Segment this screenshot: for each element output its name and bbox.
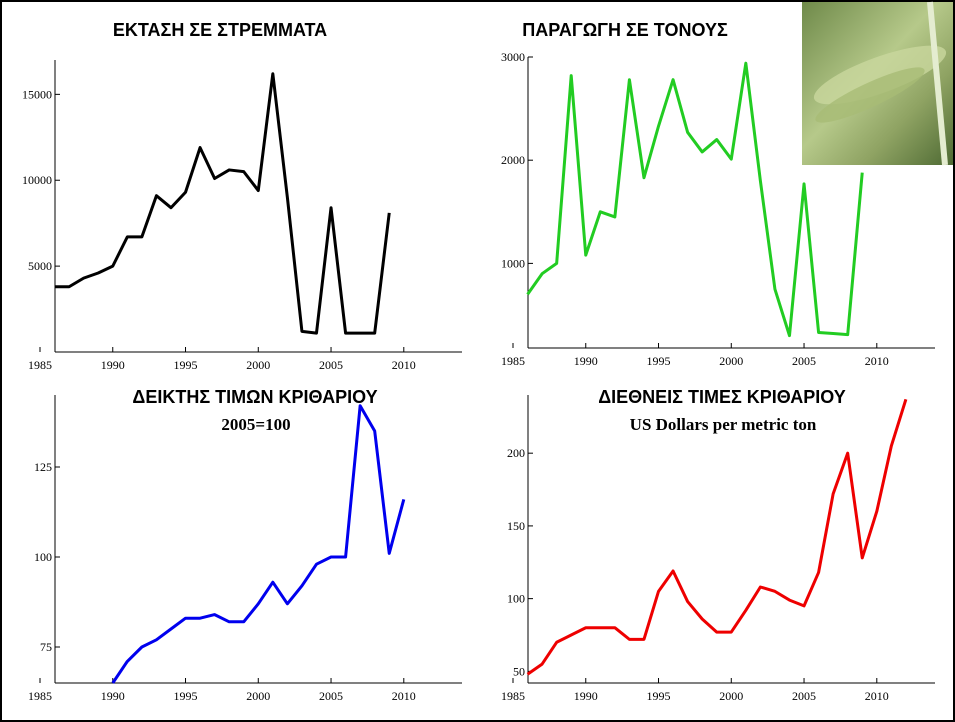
y-tick-label: 100	[34, 550, 52, 564]
y-tick-label: 50	[513, 664, 525, 678]
x-tick-label: 1985	[501, 354, 525, 368]
data-line	[526, 398, 908, 676]
y-tick-label: 10000	[22, 173, 52, 187]
x-tick-label: 1995	[647, 354, 671, 368]
x-tick-label: 2010	[392, 689, 416, 703]
data-line	[526, 61, 864, 338]
chart-title: ΕΚΤΑΣΗ ΣΕ ΣΤΡΕΜΜΑΤΑ	[113, 20, 327, 40]
y-tick-label: 150	[507, 519, 525, 533]
y-tick-label: 200	[507, 446, 525, 460]
y-tick-label: 75	[40, 640, 52, 654]
y-tick-label: 15000	[22, 87, 52, 101]
chart-title: ΠΑΡΑΓΩΓΗ ΣΕ ΤΟΝΟΥΣ	[522, 20, 728, 40]
y-tick-label: 3000	[501, 50, 525, 64]
x-tick-label: 2010	[392, 358, 416, 372]
x-tick-label: 2005	[792, 689, 816, 703]
x-tick-label: 1985	[28, 689, 52, 703]
x-tick-label: 2005	[319, 358, 343, 372]
x-tick-label: 2000	[246, 689, 270, 703]
x-tick-label: 2010	[865, 354, 889, 368]
x-tick-label: 2005	[792, 354, 816, 368]
x-tick-label: 1985	[501, 689, 525, 703]
y-tick-label: 5000	[28, 259, 52, 273]
chart-subtitle: US Dollars per metric ton	[630, 415, 817, 434]
x-tick-label: 2000	[719, 354, 743, 368]
data-line	[111, 404, 406, 684]
y-tick-label: 100	[507, 592, 525, 606]
chart-subtitle: 2005=100	[221, 415, 290, 434]
photo	[802, 1, 953, 166]
x-tick-label: 1990	[574, 689, 598, 703]
chart-title: ΔΙΕΘΝΕΙΣ ΤΙΜΕΣ ΚΡΙΘΑΡΙΟΥ	[598, 387, 846, 407]
x-tick-label: 2010	[865, 689, 889, 703]
x-tick-label: 2000	[246, 358, 270, 372]
x-tick-label: 2000	[719, 689, 743, 703]
x-tick-label: 1995	[174, 358, 198, 372]
x-tick-label: 1985	[28, 358, 52, 372]
x-tick-label: 2005	[319, 689, 343, 703]
x-tick-label: 1995	[174, 689, 198, 703]
chart-title: ΔΕΙΚΤΗΣ ΤΙΜΩΝ ΚΡΙΘΑΡΙΟΥ	[132, 387, 377, 407]
x-tick-label: 1990	[101, 358, 125, 372]
y-tick-label: 125	[34, 460, 52, 474]
data-line	[54, 72, 391, 335]
x-tick-label: 1990	[101, 689, 125, 703]
x-tick-label: 1995	[647, 689, 671, 703]
x-tick-label: 1990	[574, 354, 598, 368]
y-tick-label: 2000	[501, 153, 525, 167]
y-tick-label: 1000	[501, 256, 525, 270]
